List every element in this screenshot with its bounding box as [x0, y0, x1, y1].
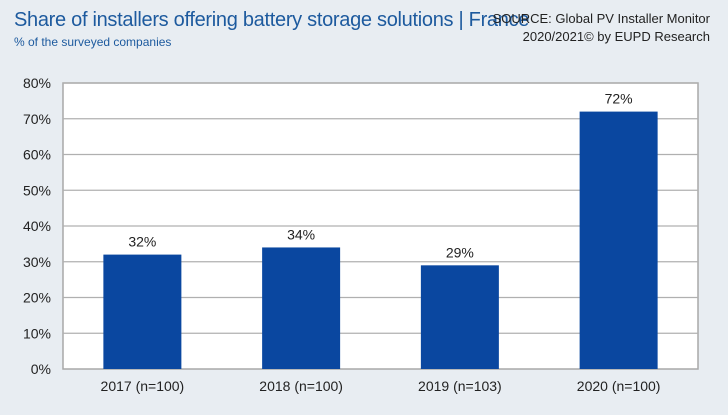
data-label: 34%: [287, 226, 315, 242]
bar: [103, 254, 182, 369]
y-tick-label: 50%: [23, 182, 51, 198]
bar: [262, 247, 341, 369]
y-tick-label: 0%: [31, 361, 51, 377]
x-tick-label: 2020 (n=100): [577, 378, 661, 394]
y-tick-label: 30%: [23, 254, 51, 270]
source-line-2: 2020/2021© by EUPD Research: [522, 29, 710, 44]
y-tick-label: 70%: [23, 111, 51, 127]
chart-subtitle: % of the surveyed companies: [14, 35, 172, 49]
y-tick-label: 20%: [23, 290, 51, 306]
x-tick-label: 2017 (n=100): [101, 378, 185, 394]
source-line-1: SOURCE: Global PV Installer Monitor: [492, 11, 710, 26]
bar: [420, 265, 499, 369]
data-label: 29%: [446, 244, 474, 260]
source-note: SOURCE: Global PV Installer Monitor 2020…: [493, 10, 710, 46]
x-tick-label: 2018 (n=100): [259, 378, 343, 394]
x-tick-label: 2019 (n=103): [418, 378, 502, 394]
y-tick-label: 60%: [23, 147, 51, 163]
y-tick-label: 10%: [23, 325, 51, 341]
y-tick-label: 40%: [23, 218, 51, 234]
data-label: 72%: [605, 91, 633, 107]
bar: [579, 111, 658, 369]
y-tick-label: 80%: [23, 75, 51, 91]
chart-title: Share of installers offering battery sto…: [14, 9, 530, 31]
data-label: 32%: [128, 234, 156, 250]
